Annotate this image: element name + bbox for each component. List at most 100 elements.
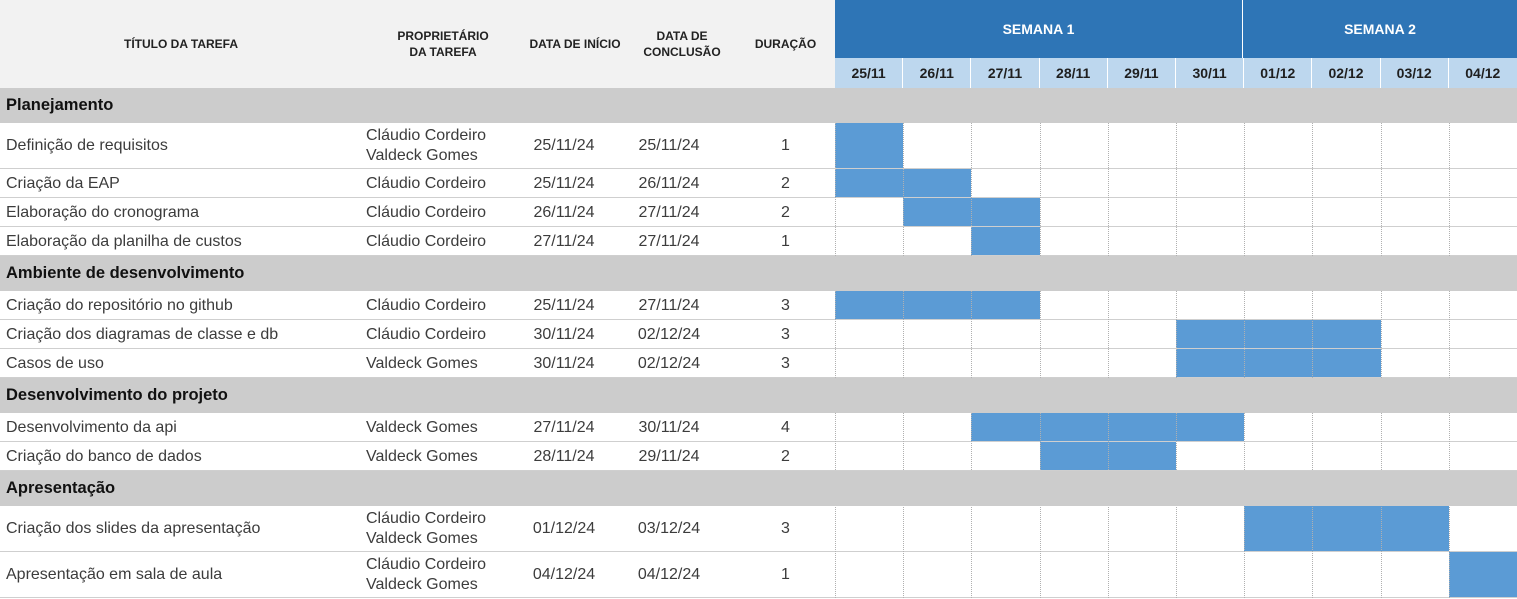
task-start-date: 04/12/24 (532, 566, 596, 583)
day-header: 02/12 (1312, 58, 1381, 88)
task-end-date: 27/11/24 (638, 296, 700, 314)
owner-name: Valdeck Gomes (366, 530, 478, 547)
task-end-date: 03/12/24 (637, 520, 701, 537)
header-task-title: TÍTULO DA TAREFA (0, 0, 362, 88)
task-title: Apresentação em sala de aula (6, 566, 223, 583)
gantt-bar (1039, 442, 1176, 471)
row-divider (0, 255, 1517, 256)
task-owner: Cláudio Cordeiro (366, 320, 524, 349)
task-duration: 3 (781, 325, 790, 343)
header-start-date-text: DATA DE INÍCIO (529, 37, 621, 51)
task-title: Criação dos slides da apresentação (6, 520, 261, 537)
gantt-bar (1244, 506, 1449, 552)
row-divider (0, 319, 1517, 320)
task-owner: Cláudio Cordeiro (366, 227, 524, 256)
day-header: 30/11 (1176, 58, 1245, 88)
owner-name: Cláudio Cordeiro (366, 325, 487, 343)
header-end-date: DATA DE CONCLUSÃO (628, 0, 736, 88)
task-end-date: 27/11/24 (638, 232, 700, 250)
owner-name: Cláudio Cordeiro (366, 510, 487, 527)
task-owner: Cláudio Cordeiro (366, 291, 524, 320)
grid-line (1380, 88, 1382, 598)
grid-line (971, 88, 973, 598)
task-owner: Cláudio Cordeiro (366, 198, 524, 227)
task-start-date: 26/11/24 (533, 203, 595, 221)
task-end-date: 02/12/24 (637, 354, 701, 372)
gantt-bar (1448, 552, 1517, 598)
task-owner: Valdeck Gomes (366, 442, 524, 471)
gantt-bar (835, 123, 904, 169)
task-duration: 3 (781, 354, 790, 372)
task-start-date: 01/12/24 (532, 520, 596, 537)
week-1-label: SEMANA 1 (1002, 21, 1075, 37)
task-title: Elaboração da planilha de custos (6, 232, 242, 250)
task-duration: 3 (781, 296, 790, 314)
header-owner: PROPRIETÁRIO DA TAREFA (362, 0, 524, 88)
task-duration: 2 (781, 174, 790, 192)
owner-name: Cláudio Cordeiro (366, 203, 487, 221)
task-duration: 1 (781, 137, 790, 154)
week-2-label: SEMANA 2 (1344, 21, 1416, 37)
task-owner: Valdeck Gomes (366, 349, 524, 378)
gantt-bar (971, 227, 1040, 256)
header-end-date-line1: DATA DE (656, 29, 708, 43)
gantt-bar (903, 198, 1040, 227)
task-title: Criação do banco de dados (6, 447, 202, 465)
week-1-header: SEMANA 1 (835, 0, 1243, 58)
owner-name: Valdeck Gomes (366, 147, 478, 164)
task-title: Desenvolvimento da api (6, 418, 177, 436)
gantt-bar (835, 291, 1040, 320)
owner-name: Valdeck Gomes (366, 418, 478, 436)
header-owner-line1: PROPRIETÁRIO (397, 29, 489, 43)
day-header: 25/11 (835, 58, 904, 88)
row-divider (0, 197, 1517, 198)
task-title: Criação da EAP (6, 174, 120, 192)
task-end-date: 29/11/24 (638, 447, 700, 465)
header-end-date-line2: CONCLUSÃO (643, 45, 721, 59)
task-title: Definição de requisitos (6, 137, 168, 154)
header-owner-line2: DA TAREFA (409, 45, 477, 59)
task-start-date: 28/11/24 (533, 447, 595, 465)
row-divider (0, 441, 1517, 442)
task-duration: 2 (781, 447, 790, 465)
section-band (835, 471, 1517, 506)
day-header: 03/12 (1380, 58, 1449, 88)
owner-name: Valdeck Gomes (366, 447, 478, 465)
table-header (0, 0, 835, 88)
task-owner: Cláudio Cordeiro Valdeck Gomes (366, 506, 524, 552)
section-band (835, 378, 1517, 413)
row-divider (0, 168, 1517, 169)
grid-line (835, 88, 836, 598)
day-header: 26/11 (903, 58, 972, 88)
task-duration: 1 (781, 566, 790, 583)
task-start-date: 27/11/24 (533, 232, 595, 250)
task-start-date: 25/11/24 (533, 296, 595, 314)
owner-name: Cláudio Cordeiro (366, 556, 487, 573)
row-divider (0, 226, 1517, 227)
task-owner: Cláudio Cordeiro (366, 169, 524, 198)
grid-line (1312, 88, 1314, 598)
gantt-bar (1176, 349, 1381, 378)
row-divider (0, 597, 1517, 598)
task-end-date: 30/11/24 (638, 418, 700, 436)
owner-name: Cláudio Cordeiro (366, 232, 487, 250)
day-header: 01/12 (1244, 58, 1313, 88)
day-header: 27/11 (971, 58, 1040, 88)
row-divider (0, 377, 1517, 378)
owner-name: Valdeck Gomes (366, 354, 478, 372)
task-title: Casos de uso (6, 354, 104, 372)
row-divider (0, 551, 1517, 552)
week-2-header: SEMANA 2 (1243, 0, 1517, 58)
header-duration: DURAÇÃO (736, 0, 835, 88)
task-start-date: 27/11/24 (533, 418, 595, 436)
task-title: Criação dos diagramas de classe e db (6, 325, 279, 343)
task-duration: 2 (781, 203, 790, 221)
task-start-date: 25/11/24 (533, 174, 595, 192)
day-header: 28/11 (1039, 58, 1108, 88)
gantt-bar (971, 413, 1245, 442)
owner-name: Valdeck Gomes (366, 576, 478, 593)
owner-name: Cláudio Cordeiro (366, 174, 487, 192)
task-start-date: 30/11/24 (533, 354, 595, 372)
grid-line (1107, 88, 1109, 598)
owner-name: Cláudio Cordeiro (366, 127, 487, 144)
